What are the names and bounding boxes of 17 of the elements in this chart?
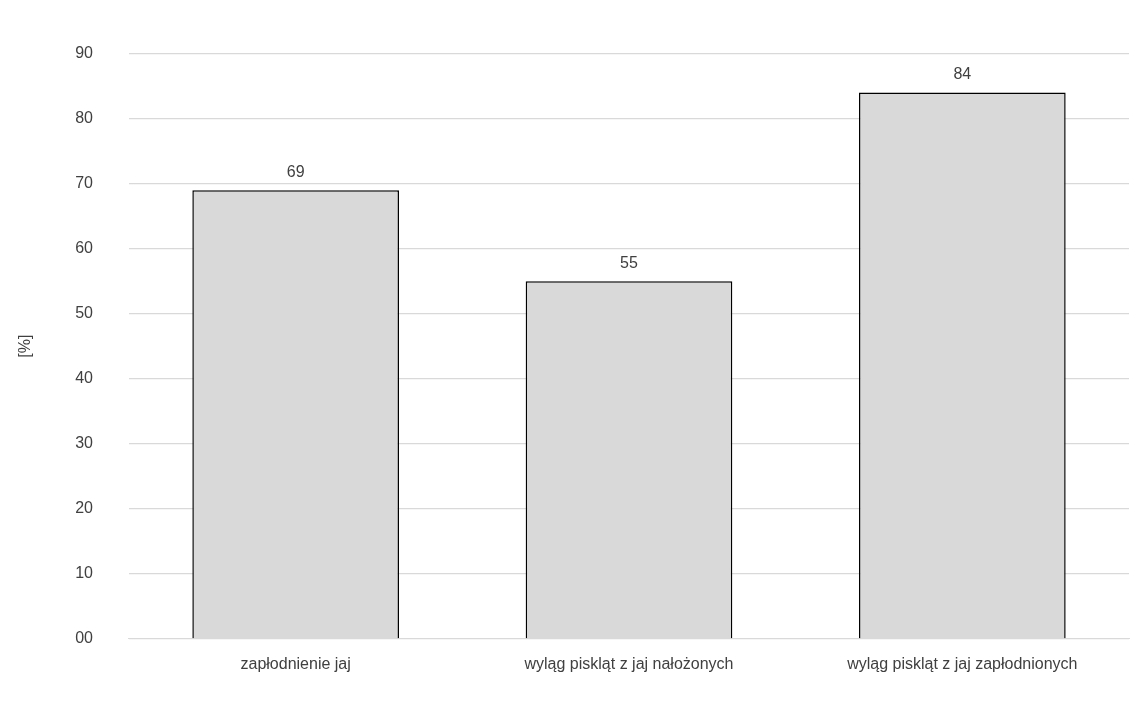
data-label: 55 xyxy=(620,253,638,271)
y-axis-title: [%] xyxy=(16,334,34,358)
y-tick-label: 30 xyxy=(75,434,94,452)
y-tick-label: 70 xyxy=(75,174,94,192)
y-tick-label: 00 xyxy=(75,629,94,647)
y-tick-label: 80 xyxy=(75,109,94,127)
y-tick-label: 40 xyxy=(75,369,94,387)
y-tick-label: 60 xyxy=(75,239,94,257)
y-tick-label: 10 xyxy=(75,564,94,582)
data-label: 69 xyxy=(286,162,305,180)
y-tick-label: 50 xyxy=(75,304,94,322)
y-tick-label: 20 xyxy=(75,499,94,517)
y-tick-label: 90 xyxy=(75,44,94,62)
x-tick-label: wyląg piskląt z jaj zapłodnionych xyxy=(846,654,1078,672)
x-tick-label: zapłodnienie jaj xyxy=(240,654,351,672)
data-label: 84 xyxy=(953,65,972,83)
x-tick-label: wyląg piskląt z jaj nałożonych xyxy=(523,654,734,672)
